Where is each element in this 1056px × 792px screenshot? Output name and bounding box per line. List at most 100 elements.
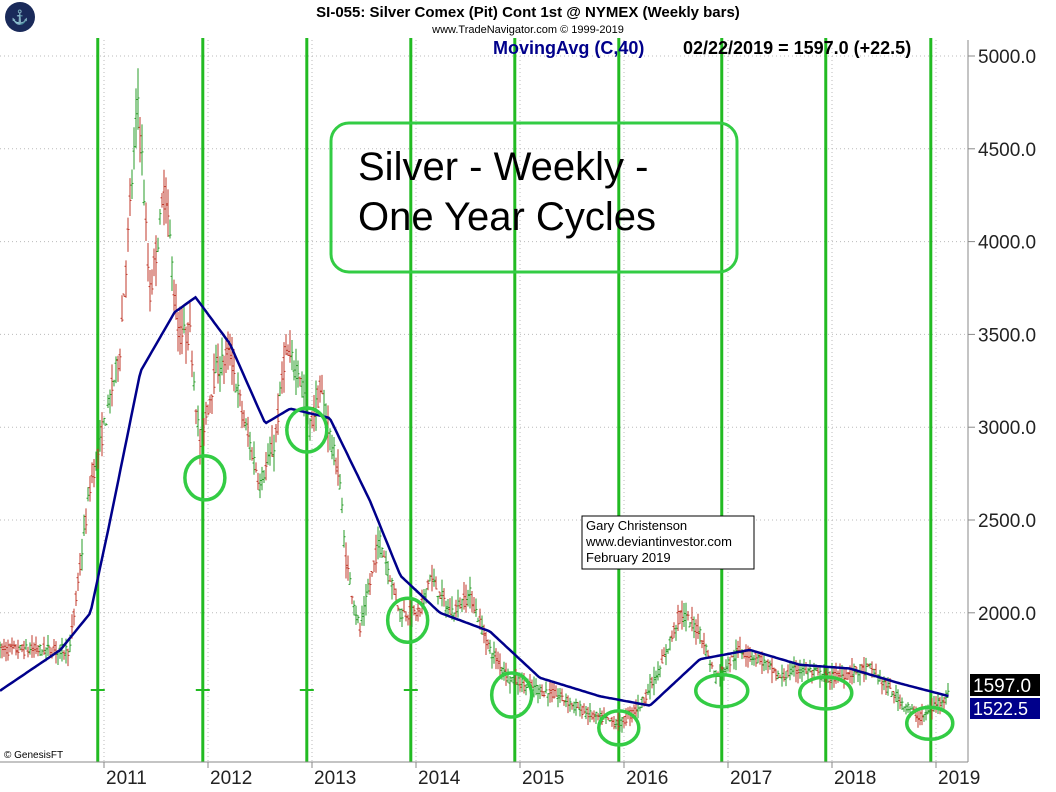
price-bar: [132, 127, 136, 170]
price-bar: [384, 550, 388, 576]
price-bar: [154, 235, 158, 287]
price-bar: [706, 649, 710, 657]
price-bar: [286, 344, 290, 356]
price-bar: [842, 668, 846, 689]
price-bar: [20, 644, 24, 653]
price-bar: [288, 330, 292, 363]
price-bar: [906, 702, 910, 713]
price-bar: [178, 306, 182, 355]
price-bar: [770, 658, 774, 684]
price-bar: [234, 383, 238, 393]
price-bar: [8, 643, 12, 653]
chart-subtitle: www.TradeNavigator.com © 1999-2019: [431, 24, 624, 36]
price-bar: [714, 670, 718, 685]
price-bar: [382, 550, 386, 558]
price-bar: [2, 638, 6, 657]
price-bar: [434, 576, 438, 590]
price-bar: [768, 660, 772, 670]
price-bar: [608, 719, 612, 722]
price-bar: [570, 702, 574, 710]
price-bar: [268, 436, 272, 466]
price-bar: [210, 394, 214, 414]
price-bar: [192, 371, 196, 391]
price-bar: [244, 418, 248, 431]
price-bar: [460, 598, 464, 613]
price-bar: [844, 668, 848, 680]
price-bar: [484, 632, 488, 656]
price-bar: [16, 639, 20, 659]
cycle-low-circles: [183, 406, 955, 747]
price-bar: [636, 694, 640, 719]
price-bar: [488, 639, 492, 654]
price-bar: [518, 676, 522, 692]
price-bar: [784, 671, 788, 687]
price-bar: [506, 668, 510, 683]
price-bar: [22, 640, 26, 660]
price-bar: [72, 608, 76, 626]
price-bar: [284, 334, 288, 356]
price-bar: [540, 684, 544, 697]
price-bar: [352, 600, 356, 616]
price-bar: [186, 322, 190, 351]
price-bar: [202, 418, 206, 446]
author-site: www.deviantinvestor.com: [585, 534, 732, 549]
price-bar: [678, 610, 682, 624]
price-bar: [242, 410, 246, 428]
price-bar: [668, 636, 672, 651]
cycle-low-circle: [694, 673, 750, 709]
price-bar: [418, 607, 422, 617]
price-bar: [694, 619, 698, 645]
x-tick-label: 2013: [314, 768, 356, 789]
price-bar: [6, 639, 10, 661]
price-bar: [118, 348, 122, 372]
price-bar: [442, 588, 446, 607]
price-bar: [652, 666, 656, 696]
price-bar: [14, 644, 18, 656]
price-bar: [836, 670, 840, 683]
price-bar: [386, 561, 390, 585]
price-bar: [684, 602, 688, 632]
price-bar: [370, 571, 374, 577]
price-bar: [52, 639, 56, 653]
price-bar: [46, 635, 50, 657]
price-bar: [258, 473, 262, 499]
price-bar: [480, 615, 484, 635]
price-bar: [396, 605, 400, 612]
price-bar: [162, 169, 166, 226]
price-bar: [26, 646, 30, 658]
price-bar: [204, 401, 208, 425]
price-bar: [648, 673, 652, 700]
price-bar: [406, 614, 410, 626]
price-bar: [574, 698, 578, 716]
cycle-low-circle: [183, 454, 227, 502]
price-bar: [710, 661, 714, 669]
price-bar: [572, 701, 576, 714]
price-bar: [576, 701, 580, 709]
price-bar: [458, 597, 462, 609]
price-bar: [686, 611, 690, 621]
price-bar: [272, 434, 276, 472]
x-tick-label: 2012: [210, 768, 252, 789]
price-bar: [248, 431, 252, 461]
price-bar: [82, 514, 86, 536]
price-bar: [592, 710, 596, 723]
price-bar: [320, 374, 324, 395]
price-bar: [330, 434, 334, 460]
price-bar: [398, 608, 402, 623]
price-bar: [134, 88, 138, 149]
x-tick-label: 2011: [106, 768, 147, 789]
price-bar: [606, 716, 610, 721]
price-bar: [344, 542, 348, 579]
price-bar: [724, 659, 728, 676]
price-bar: [890, 691, 894, 697]
price-bar: [412, 605, 416, 616]
price-bar: [252, 441, 256, 475]
x-tick-label: 2019: [938, 768, 980, 789]
price-bar: [78, 553, 82, 576]
price-bar: [128, 178, 132, 216]
price-bar: [486, 639, 490, 650]
price-bar: [148, 270, 152, 312]
grid: [0, 40, 968, 762]
price-bar: [86, 487, 90, 502]
